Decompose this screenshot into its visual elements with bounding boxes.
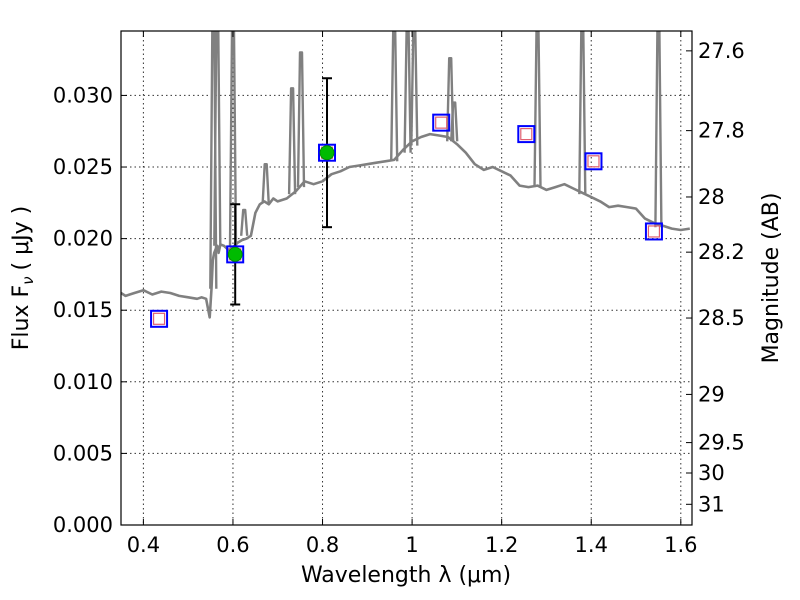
- plot-frame: [120, 30, 693, 526]
- model-box: [584, 152, 603, 171]
- emission-line: [390, 31, 399, 162]
- emission-line: [213, 31, 222, 246]
- y-tick-label: 0.025: [53, 155, 113, 179]
- mag-tick-label: 28: [698, 185, 725, 209]
- model-box: [226, 245, 245, 264]
- x-tick-label: 1: [405, 533, 418, 557]
- marker-layer: [150, 77, 663, 328]
- emission-line: [240, 208, 249, 236]
- x-tick-label: 0.6: [216, 533, 249, 557]
- model-box: [150, 309, 169, 328]
- y-tick-label: 0.005: [53, 441, 113, 465]
- y-axis-label-main: Flux F: [9, 285, 34, 350]
- x-tick-label: 0.4: [127, 533, 160, 557]
- model-marker: [587, 155, 600, 168]
- model-box: [318, 143, 337, 162]
- y-tick-label: 0.015: [53, 298, 113, 322]
- x-tick-label: 0.8: [306, 533, 339, 557]
- x-tick-label: 1.6: [664, 533, 697, 557]
- mag-tick-label: 29: [698, 382, 725, 406]
- y-axis-label: Flux Fν ( μJy ): [9, 206, 37, 350]
- model-marker: [435, 116, 448, 129]
- emission-line: [410, 31, 419, 146]
- model-marker: [520, 127, 533, 141]
- model-box: [517, 125, 536, 144]
- emission-line: [403, 31, 412, 153]
- y-axis-label-unit: ( μJy ): [9, 206, 34, 271]
- detection-point: [319, 145, 335, 161]
- model-box: [432, 113, 451, 132]
- spectrum-line: [121, 132, 690, 319]
- model-box: [644, 222, 663, 241]
- right-axis-label: Magnitude (AB): [759, 193, 784, 364]
- emission-line: [228, 31, 238, 248]
- emission-line: [450, 101, 459, 142]
- y-tick-label: 0.030: [53, 83, 113, 107]
- y-axis-label-subscript: ν: [19, 276, 37, 284]
- x-axis-label: Wavelength λ (μm): [301, 563, 511, 588]
- mag-tick-label: 28.2: [698, 240, 745, 264]
- emission-line: [446, 57, 455, 142]
- data-layer: [121, 31, 690, 319]
- model-marker: [152, 312, 166, 325]
- mag-tick-label: 30: [698, 461, 725, 485]
- y-tick-label: 0.010: [53, 370, 113, 394]
- model-marker: [647, 225, 661, 238]
- emission-line: [287, 87, 297, 195]
- mag-tick-label: 27.8: [698, 119, 745, 143]
- axis-ticks: 0.4 0.6 0.8 1 1.2 1.4 1.6 0.000 0.005 0.010 0.015 0…: [53, 31, 745, 557]
- x-tick-label: 1.2: [485, 533, 518, 557]
- mag-tick-label: 31: [698, 492, 725, 516]
- y-tick-label: 0.000: [53, 513, 113, 537]
- mag-tick-label: 27.6: [698, 39, 745, 63]
- y-tick-label: 0.020: [53, 227, 113, 251]
- x-tick-label: 1.4: [575, 533, 608, 557]
- mag-tick-label: 28.5: [698, 306, 745, 330]
- emission-line: [261, 162, 270, 203]
- emission-line: [578, 31, 587, 195]
- emission-line: [296, 51, 306, 188]
- detection-point: [227, 246, 243, 262]
- emission-line: [654, 31, 663, 228]
- emission-line: [533, 31, 542, 188]
- mag-tick-label: 29.5: [698, 431, 745, 455]
